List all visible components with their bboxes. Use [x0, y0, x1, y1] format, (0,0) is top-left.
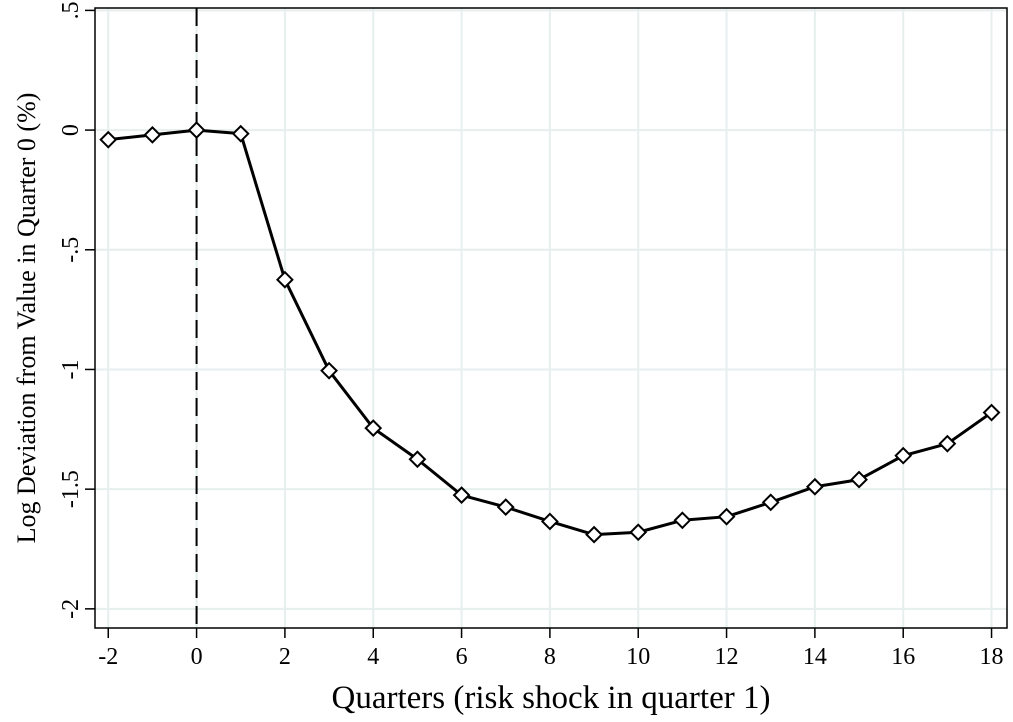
data-point-q2: [275, 270, 294, 289]
data-point-q10: [629, 523, 648, 542]
y-tick-label: -1.5: [58, 470, 84, 508]
data-point-q16: [894, 446, 913, 465]
y-tick-label: 0: [58, 124, 84, 136]
data-point-q18: [982, 403, 1001, 422]
plot-frame: [94, 7, 1008, 629]
x-tick-label: 2: [279, 644, 291, 670]
x-tick-label: 0: [191, 644, 203, 670]
data-point-q3: [320, 361, 338, 380]
data-point-q4: [364, 419, 383, 438]
y-tick-label: .5: [58, 1, 84, 19]
x-tick-label: 12: [715, 644, 739, 670]
series: [99, 121, 1001, 544]
data-point-q11: [673, 511, 692, 530]
data-point-q14: [805, 477, 824, 496]
x-tick-label: 6: [456, 644, 468, 670]
data-point-q12: [717, 507, 736, 526]
x-tick-label: 18: [980, 644, 1004, 670]
y-axis-label: Log Deviation from Value in Quarter 0 (%…: [12, 93, 41, 544]
x-axis-ticks: -2 0 2 4 6 8 10 12 14 16 18: [98, 628, 1004, 670]
y-tick-label: -2: [58, 599, 84, 619]
x-tick-label: -2: [98, 644, 118, 670]
data-point-q-2: [99, 130, 118, 149]
data-point-q1: [231, 124, 250, 143]
x-axis-label: Quarters (risk shock in quarter 1): [332, 680, 771, 716]
data-point-q-1: [143, 125, 162, 144]
x-tick-label: 4: [367, 644, 379, 670]
data-point-q7: [496, 498, 515, 517]
x-tick-label: 16: [891, 644, 915, 670]
x-tick-label: 10: [626, 644, 650, 670]
data-point-q15: [850, 470, 868, 489]
data-point-q13: [761, 493, 780, 512]
data-point-q0: [187, 121, 206, 139]
x-tick-label: 14: [803, 644, 827, 670]
y-tick-label: -.5: [58, 237, 84, 263]
data-point-q9: [585, 525, 603, 544]
data-point-q6: [452, 486, 471, 505]
data-point-q8: [540, 512, 559, 531]
x-tick-label: 8: [544, 644, 556, 670]
data-point-q5: [408, 450, 427, 469]
y-axis-ticks: .5 0 -.5 -1 -1.5 -2: [58, 1, 95, 619]
y-tick-label: -1: [58, 359, 84, 379]
data-point-q17: [938, 434, 957, 453]
grid: [95, 8, 1007, 628]
